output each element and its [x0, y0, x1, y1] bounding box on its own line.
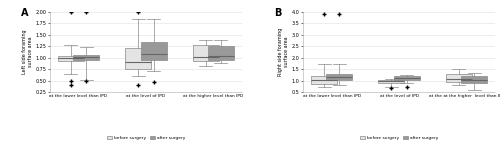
Y-axis label: Right side foraming
surface area: Right side foraming surface area	[278, 28, 289, 76]
PathPatch shape	[446, 74, 472, 82]
PathPatch shape	[326, 74, 352, 80]
PathPatch shape	[208, 46, 234, 60]
PathPatch shape	[461, 76, 487, 83]
PathPatch shape	[125, 48, 152, 69]
Text: B: B	[274, 8, 282, 18]
PathPatch shape	[378, 80, 404, 83]
Text: A: A	[21, 8, 28, 18]
PathPatch shape	[58, 56, 84, 61]
PathPatch shape	[311, 76, 337, 84]
PathPatch shape	[140, 42, 166, 60]
PathPatch shape	[73, 55, 99, 60]
Y-axis label: Left side foraming
surface area: Left side foraming surface area	[22, 30, 33, 74]
Legend: before surgery, after surgery: before surgery, after surgery	[360, 136, 438, 140]
Legend: before surgery, after surgery: before surgery, after surgery	[107, 136, 185, 140]
PathPatch shape	[192, 45, 218, 61]
PathPatch shape	[394, 76, 420, 80]
